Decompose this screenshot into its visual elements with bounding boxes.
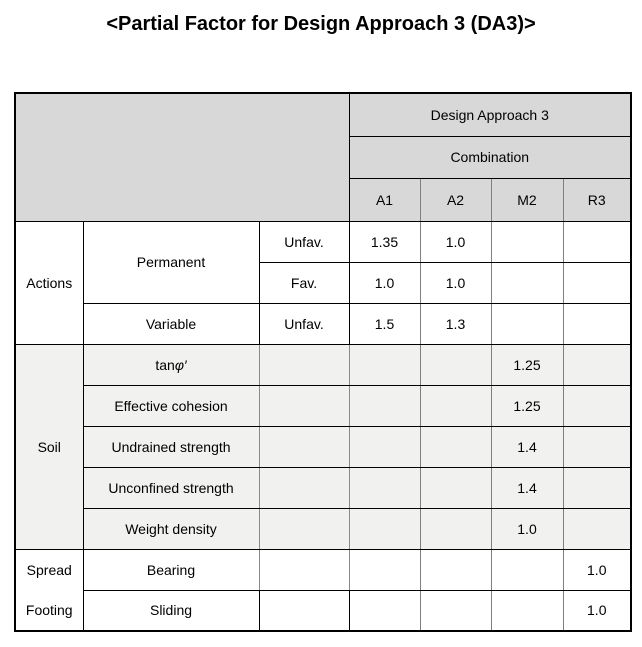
value-cell (349, 385, 421, 427)
value-cell (563, 221, 632, 263)
condition-cell (259, 590, 350, 632)
group-cell-actions: Actions (15, 221, 84, 345)
label-cell-variable: Variable (83, 303, 260, 345)
value-cell: 1.0 (420, 221, 492, 263)
value-cell (349, 344, 421, 386)
value-cell (563, 508, 632, 550)
value-cell (349, 426, 421, 468)
condition-cell: Unfav. (259, 303, 350, 345)
value-cell: 1.0 (349, 262, 421, 304)
condition-cell (259, 508, 350, 550)
label-cell-unconfined-strength: Unconfined strength (83, 467, 260, 509)
value-cell: 1.0 (563, 549, 632, 591)
value-cell (349, 590, 421, 632)
value-cell (420, 344, 492, 386)
group-cell-soil: Soil (15, 344, 84, 550)
value-cell (420, 385, 492, 427)
condition-cell (259, 426, 350, 468)
condition-cell (259, 344, 350, 386)
page-title: <Partial Factor for Design Approach 3 (D… (106, 13, 536, 35)
tan-text: tan (155, 356, 175, 373)
value-cell: 1.25 (491, 385, 564, 427)
value-cell (563, 467, 632, 509)
label-cell-sliding: Sliding (83, 590, 260, 632)
value-cell: 1.0 (491, 508, 564, 550)
column-header-r3: R3 (563, 178, 632, 222)
partial-factor-table: Design Approach 3 Combination A1 A2 M2 R… (14, 92, 632, 632)
value-cell (563, 262, 632, 304)
condition-cell: Unfav. (259, 221, 350, 263)
value-cell (563, 344, 632, 386)
corner-cell (15, 93, 350, 222)
value-cell (491, 221, 564, 263)
label-cell-tan-phi: tanφ′ (83, 344, 260, 386)
column-header-m2: M2 (491, 178, 564, 222)
value-cell (563, 426, 632, 468)
value-cell (563, 385, 632, 427)
condition-cell: Fav. (259, 262, 350, 304)
value-cell (420, 426, 492, 468)
condition-cell (259, 549, 350, 591)
value-cell (349, 549, 421, 591)
group-cell-spread-footing: Spread Footing (15, 549, 84, 632)
value-cell: 1.5 (349, 303, 421, 345)
column-header-a1: A1 (349, 178, 421, 222)
value-cell: 1.0 (563, 590, 632, 632)
label-cell-bearing: Bearing (83, 549, 260, 591)
value-cell (420, 467, 492, 509)
value-cell (491, 590, 564, 632)
value-cell: 1.4 (491, 426, 564, 468)
label-cell-weight-density: Weight density (83, 508, 260, 550)
value-cell (491, 303, 564, 345)
phi-prime-symbol: φ′ (174, 356, 187, 373)
value-cell (491, 549, 564, 591)
value-cell (420, 508, 492, 550)
value-cell: 1.4 (491, 467, 564, 509)
value-cell: 1.0 (420, 262, 492, 304)
value-cell (491, 262, 564, 304)
label-cell-undrained-strength: Undrained strength (83, 426, 260, 468)
value-cell: 1.25 (491, 344, 564, 386)
value-cell (420, 549, 492, 591)
header-design-approach: Design Approach 3 (349, 93, 632, 137)
value-cell (349, 508, 421, 550)
condition-cell (259, 467, 350, 509)
value-cell: 1.35 (349, 221, 421, 263)
condition-cell (259, 385, 350, 427)
header-combination: Combination (349, 136, 632, 179)
column-header-a2: A2 (420, 178, 492, 222)
value-cell (349, 467, 421, 509)
value-cell (420, 590, 492, 632)
label-cell-effective-cohesion: Effective cohesion (83, 385, 260, 427)
value-cell: 1.3 (420, 303, 492, 345)
value-cell (563, 303, 632, 345)
label-cell-permanent: Permanent (83, 221, 260, 304)
